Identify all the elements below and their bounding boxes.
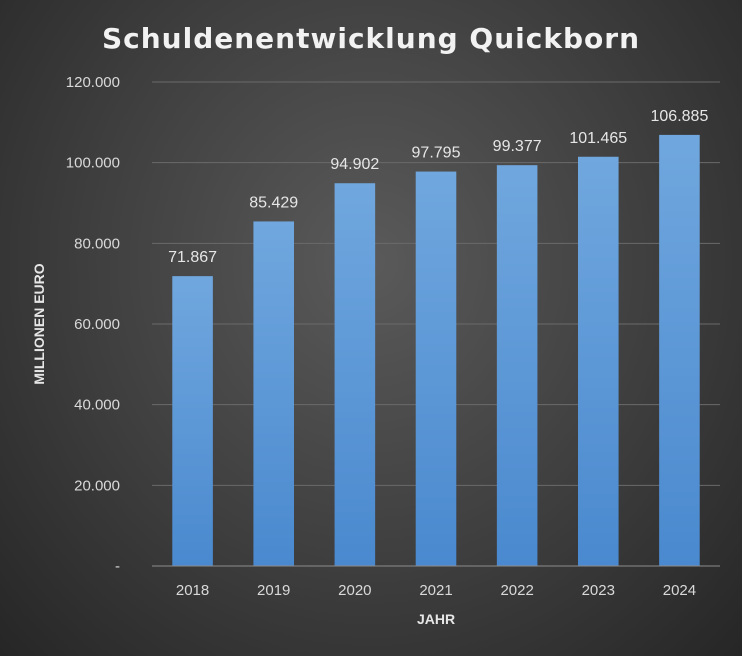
y-tick-label: 100.000: [66, 155, 120, 172]
data-labels: 71.867 85.429 94.902 97.795 99.377 101.465 106…: [168, 108, 708, 266]
bar-2020: [334, 183, 376, 566]
y-tick-label: 80.000: [74, 235, 120, 252]
data-label: 99.377: [493, 138, 542, 155]
bar-2022: [496, 165, 538, 566]
x-tick-label: 2022: [500, 582, 533, 599]
y-tick-label: 40.000: [74, 397, 120, 414]
y-tick-label: 60.000: [74, 316, 120, 333]
x-tick-label: 2021: [419, 582, 452, 599]
y-tick-label: -: [115, 558, 120, 575]
y-tick-label: 120.000: [66, 74, 120, 91]
x-tick-label: 2023: [582, 582, 615, 599]
data-label: 94.902: [330, 156, 379, 173]
x-axis-title: JAHR: [417, 611, 455, 627]
data-label: 85.429: [249, 194, 298, 211]
bar-2023: [578, 156, 619, 567]
bar-2024: [659, 134, 700, 567]
data-label: 97.795: [412, 145, 461, 162]
data-label: 101.465: [569, 130, 627, 147]
bar-2019: [253, 221, 294, 566]
y-axis-title: MILLIONEN EURO: [31, 263, 47, 384]
data-label: 106.885: [651, 108, 709, 125]
data-label: 71.867: [168, 249, 217, 266]
y-tick-label: 20.000: [74, 477, 120, 494]
x-tick-label: 2024: [663, 582, 696, 599]
x-tick-label: 2019: [257, 582, 290, 599]
chart-title: Schuldenentwicklung Quickborn: [102, 22, 640, 55]
x-tick-label: 2018: [176, 582, 209, 599]
bar-2018: [172, 276, 213, 566]
y-axis-ticks: - 20.000 40.000 60.000 80.000 100.000 120.000: [66, 74, 120, 575]
x-axis-ticks: 2018 2019 2020 2021 2022 2023 2024: [176, 582, 696, 599]
x-tick-label: 2020: [338, 582, 371, 599]
bar-2021: [415, 171, 457, 566]
bars: [172, 134, 700, 567]
